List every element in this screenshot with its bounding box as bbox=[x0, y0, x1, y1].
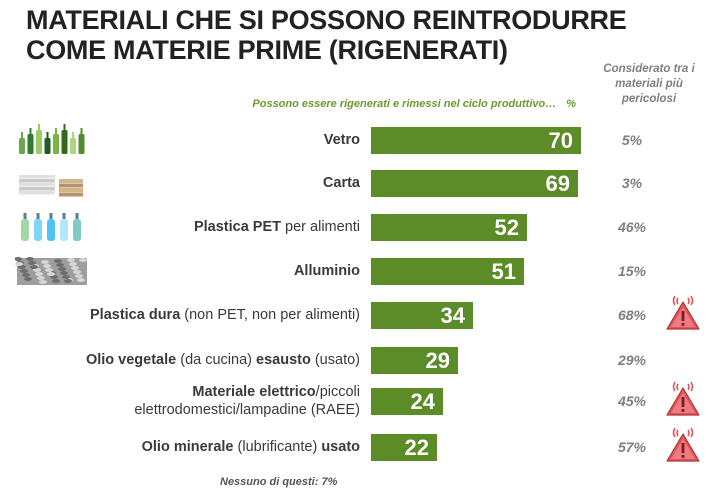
bar: 52 bbox=[371, 214, 527, 241]
danger-percentage: 5% bbox=[621, 132, 643, 148]
newspaper-stack-icon bbox=[15, 167, 89, 199]
chart-row: Vetro 70 5% bbox=[0, 122, 709, 158]
label-line: Olio vegetale (da cucina) esausto (usato… bbox=[86, 351, 360, 369]
bar: 34 bbox=[371, 302, 473, 329]
danger-percentage: 3% bbox=[621, 175, 643, 191]
label-line: Carta bbox=[323, 174, 360, 192]
bar-value-label: 69 bbox=[545, 170, 570, 196]
category-label: Alluminio bbox=[40, 253, 360, 289]
bar: 22 bbox=[371, 434, 437, 461]
label-line: Plastica dura (non PET, non per alimenti… bbox=[90, 306, 360, 324]
side-column-header: Considerato tra i materiali più pericolo… bbox=[590, 62, 708, 107]
category-label: Plastica PET per alimenti bbox=[40, 209, 360, 245]
label-line: Alluminio bbox=[294, 262, 360, 280]
chart-row: Materiale elettrico/piccoli elettrodomest… bbox=[0, 381, 709, 419]
bar: 69 bbox=[371, 170, 578, 197]
subheader-unit: % bbox=[566, 98, 576, 110]
bar-value-label: 51 bbox=[491, 258, 516, 284]
chart-row: Plastica PET per alimenti 52 46% bbox=[0, 209, 709, 245]
category-label: Materiale elettrico/piccoli elettrodomest… bbox=[40, 383, 360, 419]
side-header-line-3: pericolosi bbox=[621, 93, 677, 105]
label-part: Olio vegetale bbox=[85, 352, 177, 368]
label-part: usato bbox=[321, 439, 360, 455]
side-header-line-1: Considerato tra i bbox=[603, 63, 695, 75]
label-part: (da cucina) bbox=[176, 352, 257, 368]
title-line-2: COME MATERIE PRIME (RIGENERATI) bbox=[26, 35, 508, 65]
label-line: Olio minerale (lubrificante) usato bbox=[142, 438, 360, 456]
danger-percentage: 15% bbox=[617, 263, 647, 279]
label-part: (non PET, non per alimenti) bbox=[180, 307, 360, 323]
chart-footer: Nessuno di questi: 7% bbox=[220, 476, 338, 488]
label-part: Carta bbox=[322, 175, 360, 191]
label-part: Olio minerale bbox=[141, 439, 234, 455]
bar-value-label: 22 bbox=[404, 434, 429, 460]
label-part: per alimenti bbox=[281, 219, 360, 235]
chart-subheader: Possono essere rigenerati e rimessi nel … bbox=[150, 98, 576, 110]
label-part: Vetro bbox=[323, 132, 360, 148]
subheader-text: Possono essere rigenerati e rimessi nel … bbox=[252, 98, 557, 110]
danger-percentage: 68% bbox=[617, 307, 647, 323]
category-label: Olio vegetale (da cucina) esausto (usato… bbox=[40, 342, 360, 378]
chart-title: MATERIALI CHE SI POSSONO REINTRODURRE CO… bbox=[26, 5, 627, 65]
label-part: (lubrificante) bbox=[233, 439, 322, 455]
plastic-bottles-icon bbox=[15, 211, 89, 243]
title-line-1: MATERIALI CHE SI POSSONO REINTRODURRE bbox=[26, 5, 627, 35]
chart-row: Olio vegetale (da cucina) esausto (usato… bbox=[0, 342, 709, 378]
bar: 24 bbox=[371, 388, 443, 415]
warning-alarm-icon bbox=[664, 427, 702, 463]
bar: 70 bbox=[371, 127, 581, 154]
danger-percentage: 45% bbox=[617, 393, 647, 409]
chart-row: Olio minerale (lubrificante) usato 22 57% bbox=[0, 427, 709, 465]
warning-alarm-icon bbox=[664, 381, 702, 417]
label-part: Materiale elettrico bbox=[192, 384, 316, 400]
label-line: Materiale elettrico/piccoli bbox=[192, 383, 360, 401]
label-part: (usato) bbox=[310, 352, 360, 368]
danger-percentage: 57% bbox=[617, 439, 647, 455]
label-part: Plastica PET bbox=[193, 219, 282, 235]
category-label: Carta bbox=[40, 165, 360, 201]
label-part: elettrodomestici/lampadine (RAEE) bbox=[134, 402, 360, 418]
bar: 29 bbox=[371, 347, 458, 374]
label-line: Vetro bbox=[324, 131, 360, 149]
label-part: Plastica dura bbox=[90, 307, 181, 323]
side-header-line-2: materiali più bbox=[615, 78, 683, 90]
chart-row: Plastica dura (non PET, non per alimenti… bbox=[0, 295, 709, 333]
chart-row: Carta 69 3% bbox=[0, 165, 709, 201]
danger-percentage: 29% bbox=[617, 352, 647, 368]
bar-value-label: 52 bbox=[494, 214, 519, 240]
bar: 51 bbox=[371, 258, 524, 285]
category-label: Vetro bbox=[40, 122, 360, 158]
bar-value-label: 29 bbox=[425, 347, 450, 373]
bar-value-label: 70 bbox=[548, 127, 573, 153]
danger-percentage: 46% bbox=[617, 219, 647, 235]
glass-bottles-icon bbox=[15, 124, 89, 156]
label-line: elettrodomestici/lampadine (RAEE) bbox=[134, 401, 360, 419]
label-part: esausto bbox=[256, 352, 311, 368]
category-label: Olio minerale (lubrificante) usato bbox=[40, 429, 360, 465]
chart-row: Alluminio 51 15% bbox=[0, 253, 709, 289]
label-part: /piccoli bbox=[315, 384, 360, 400]
warning-alarm-icon bbox=[664, 295, 702, 331]
bar-value-label: 34 bbox=[440, 302, 465, 328]
category-label: Plastica dura (non PET, non per alimenti… bbox=[40, 297, 360, 333]
label-line: Plastica PET per alimenti bbox=[194, 218, 360, 236]
aluminium-scrap-icon bbox=[14, 255, 89, 287]
bar-value-label: 24 bbox=[410, 388, 435, 414]
label-part: Alluminio bbox=[293, 263, 360, 279]
